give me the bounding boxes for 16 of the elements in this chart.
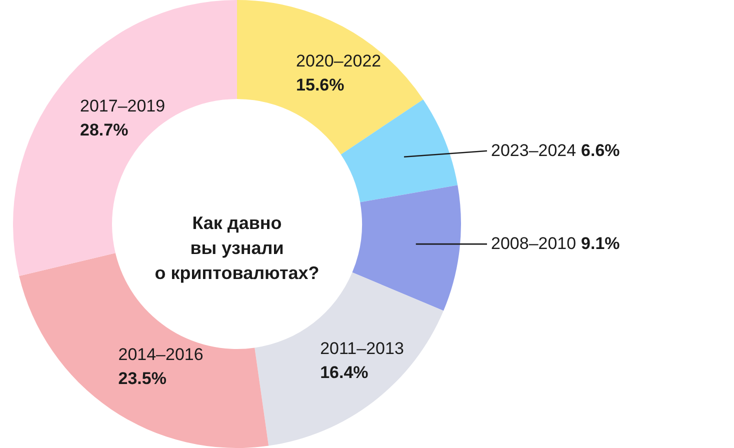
- slice-label: 2014–2016: [118, 345, 204, 364]
- data-label: 16.4%: [320, 363, 368, 382]
- data-label: 15.6%: [296, 75, 344, 94]
- slice-label: 2008–2010: [491, 234, 576, 254]
- slice-label: 2011–2013: [320, 339, 404, 358]
- slice-label: 2017–2019: [80, 96, 166, 116]
- data-label: 28.7%: [80, 120, 128, 140]
- donut-slice: [237, 0, 424, 154]
- text: Как давно вы узнали о криптовалютах?: [154, 213, 320, 283]
- data-label: 9.1%: [581, 234, 620, 254]
- slice-label: 2023–2024: [491, 140, 576, 160]
- data-label: 6.6%: [581, 140, 620, 160]
- slice-label: 2020–2022: [296, 51, 382, 70]
- data-label: 23.5%: [118, 369, 166, 388]
- donut-slice: [340, 99, 458, 202]
- donut-slice: [352, 185, 461, 311]
